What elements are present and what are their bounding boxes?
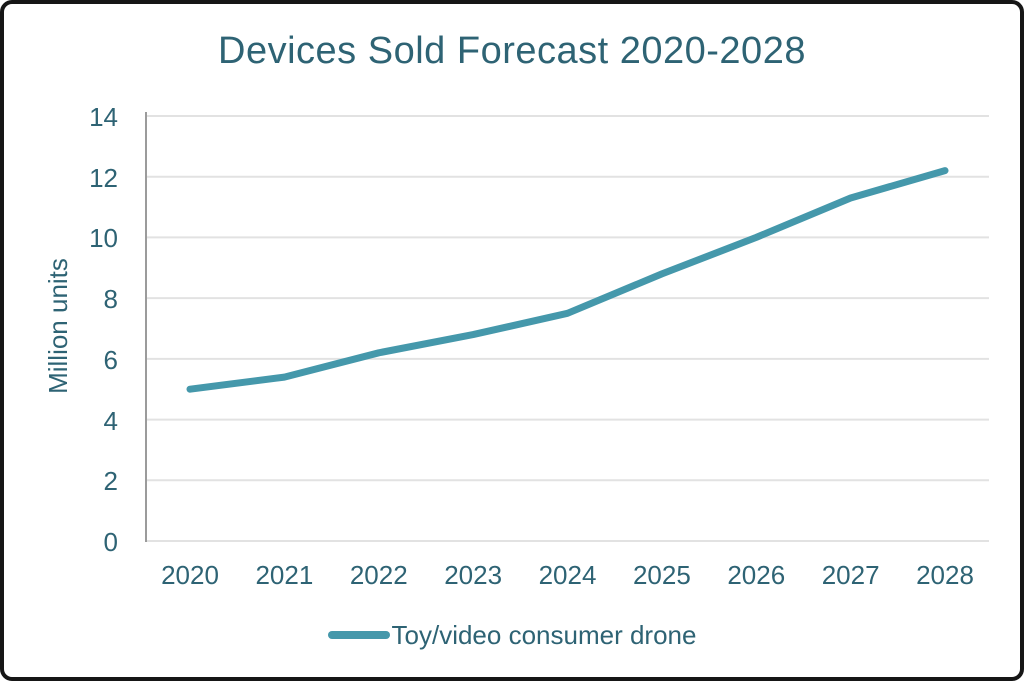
chart-title: Devices Sold Forecast 2020-2028 [218, 30, 806, 72]
x-tick-label: 2024 [538, 560, 597, 590]
legend-label: Toy/video consumer drone [391, 619, 697, 650]
x-tick-label: 2021 [255, 560, 314, 590]
y-tick-label: 8 [103, 284, 118, 315]
y-tick-label: 14 [89, 102, 118, 132]
series-line-toy-video-consumer-drone [186, 167, 949, 393]
line-chart-plot [145, 112, 989, 542]
y-tick-label: 2 [103, 466, 118, 497]
legend: Toy/video consumer drone [4, 618, 1020, 652]
x-tick-label: 2025 [632, 560, 691, 590]
x-tick-label: 2022 [349, 560, 408, 590]
x-tick-label: 2028 [916, 560, 974, 590]
y-tick-label: 10 [89, 223, 118, 254]
y-tick-label: 4 [103, 405, 118, 436]
x-tick-label: 2020 [161, 560, 219, 590]
x-tick-label: 2023 [444, 560, 503, 590]
legend-line-swatch [327, 631, 390, 639]
y-tick-label: 12 [89, 162, 118, 193]
x-tick-label: 2026 [727, 560, 786, 590]
y-tick-label: 0 [103, 527, 118, 557]
x-tick-label: 2027 [821, 560, 880, 590]
y-tick-label: 6 [103, 344, 118, 375]
